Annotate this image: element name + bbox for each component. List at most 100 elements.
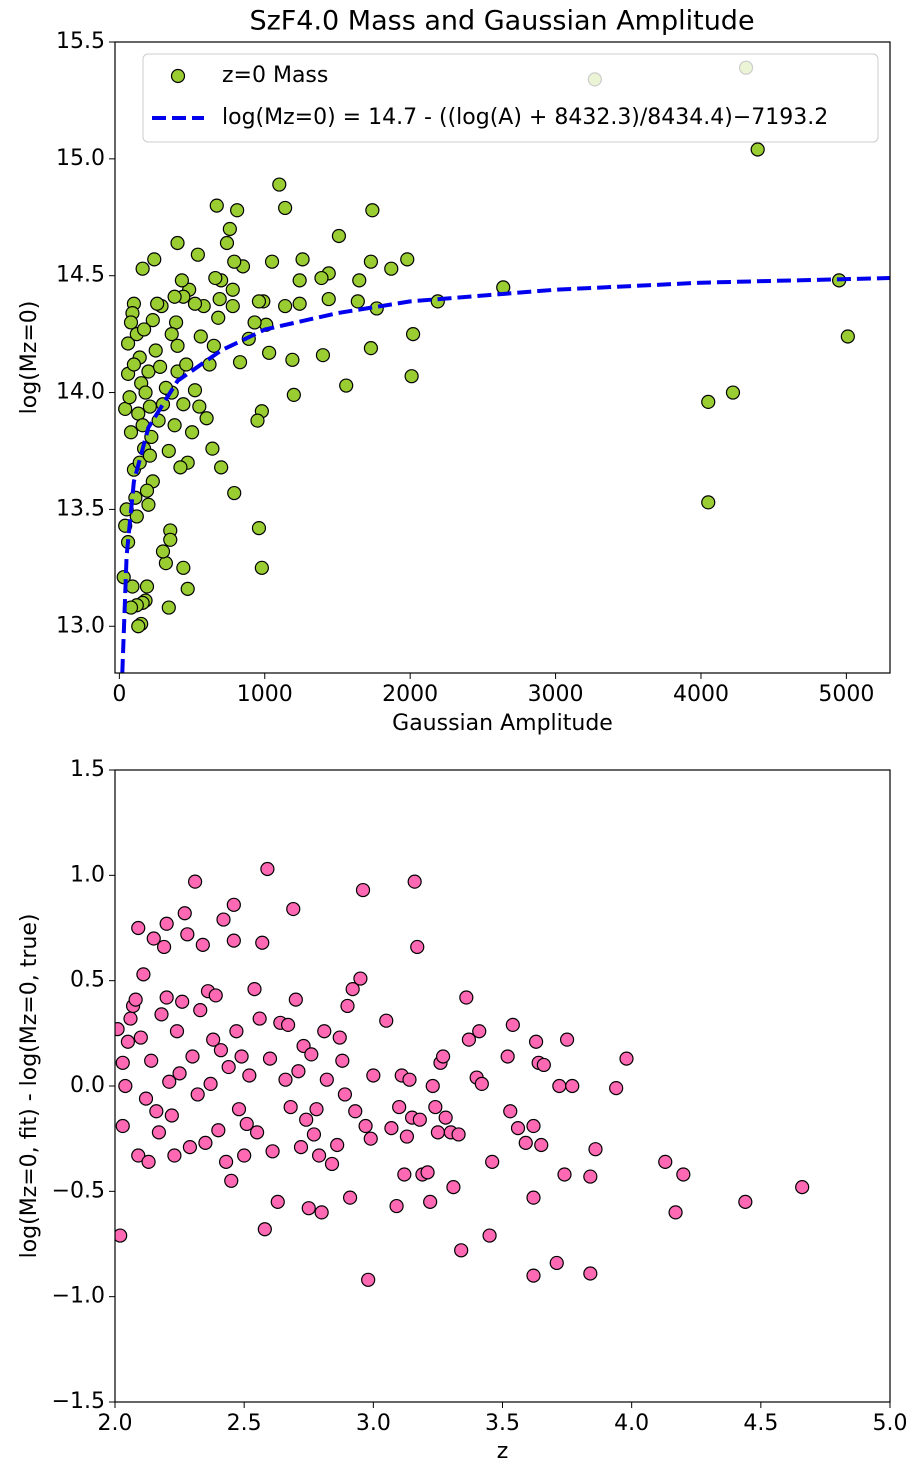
- x-tick-label: 3.5: [485, 1411, 520, 1436]
- point: [321, 291, 336, 307]
- point: [350, 294, 365, 309]
- point: [158, 556, 173, 571]
- point: [131, 619, 146, 634]
- point: [311, 1148, 327, 1163]
- point: [169, 1024, 185, 1039]
- point: [133, 1030, 148, 1045]
- point: [389, 1198, 404, 1214]
- y-tick-label: 1.5: [70, 757, 105, 782]
- point: [142, 448, 157, 463]
- point: [164, 1108, 179, 1123]
- point: [176, 397, 191, 412]
- point: [314, 270, 329, 286]
- point: [270, 1194, 285, 1209]
- point: [505, 1017, 520, 1033]
- axes-frame: [114, 769, 891, 1403]
- point: [185, 1049, 200, 1064]
- x-tick-label: 5.0: [873, 1411, 908, 1436]
- point: [262, 345, 277, 360]
- point: [337, 1087, 353, 1102]
- y-tick-label: −1.5: [52, 1389, 105, 1414]
- point: [227, 254, 242, 269]
- point: [257, 1222, 272, 1237]
- point: [459, 990, 474, 1005]
- point: [332, 1030, 347, 1045]
- x-tick-label: 5000: [818, 682, 874, 707]
- point: [482, 1228, 497, 1243]
- point: [288, 992, 303, 1007]
- point: [161, 443, 176, 459]
- point: [209, 198, 224, 213]
- legend-marker: [170, 68, 186, 84]
- point: [283, 1099, 298, 1115]
- point: [254, 560, 269, 575]
- point: [250, 413, 265, 428]
- point: [193, 329, 208, 344]
- point: [126, 357, 142, 372]
- point: [174, 273, 189, 288]
- plot-area: [116, 60, 890, 673]
- point: [278, 1072, 293, 1087]
- point: [193, 1003, 208, 1018]
- point: [526, 1268, 541, 1283]
- point: [518, 1135, 533, 1150]
- point: [404, 369, 419, 384]
- point: [472, 1024, 487, 1039]
- point: [172, 1066, 187, 1081]
- point: [180, 581, 195, 596]
- point: [339, 378, 354, 393]
- point: [187, 296, 203, 311]
- point: [211, 310, 226, 325]
- point: [218, 1154, 234, 1169]
- legend-label: z=0 Mass: [222, 63, 328, 88]
- point: [249, 1125, 265, 1140]
- point: [173, 460, 188, 475]
- point: [355, 882, 371, 898]
- plot-area: [115, 861, 810, 1287]
- point: [159, 990, 174, 1005]
- point: [503, 1104, 518, 1119]
- point: [115, 1055, 130, 1070]
- point: [139, 579, 155, 594]
- point: [167, 289, 182, 304]
- point: [384, 261, 399, 276]
- point: [225, 298, 240, 314]
- legend-label: log(Mz=0) = 14.7 - ((log(A) + 8432.3)/84…: [222, 105, 828, 130]
- x-tick-label: 3000: [528, 682, 584, 707]
- point: [147, 252, 162, 267]
- point: [430, 1125, 446, 1140]
- point: [155, 544, 171, 559]
- point: [701, 394, 716, 410]
- point: [309, 1102, 324, 1117]
- y-axis-label: log(Mz=0): [17, 301, 42, 415]
- point: [428, 1099, 443, 1115]
- point: [237, 1148, 252, 1163]
- point: [315, 348, 331, 363]
- point: [180, 927, 195, 942]
- point: [407, 874, 422, 889]
- point: [559, 1032, 575, 1047]
- point: [176, 560, 191, 575]
- point: [278, 200, 293, 216]
- point: [195, 937, 210, 952]
- point: [317, 1024, 332, 1039]
- point: [725, 385, 741, 400]
- point: [211, 1123, 226, 1138]
- fit-line: [120, 276, 890, 673]
- point: [115, 1022, 125, 1037]
- point: [122, 390, 137, 405]
- point: [123, 425, 139, 440]
- chart-title: SzF4.0 Mass and Gaussian Amplitude: [249, 6, 754, 37]
- point: [135, 261, 150, 276]
- point: [136, 322, 152, 337]
- point: [230, 203, 245, 218]
- point: [227, 485, 242, 501]
- point: [438, 1110, 453, 1125]
- point: [840, 329, 855, 344]
- point: [474, 1076, 489, 1091]
- point: [361, 1272, 376, 1287]
- point: [175, 994, 190, 1009]
- point: [363, 341, 379, 356]
- x-axis-label: Gaussian Amplitude: [392, 711, 613, 736]
- point: [412, 1112, 427, 1127]
